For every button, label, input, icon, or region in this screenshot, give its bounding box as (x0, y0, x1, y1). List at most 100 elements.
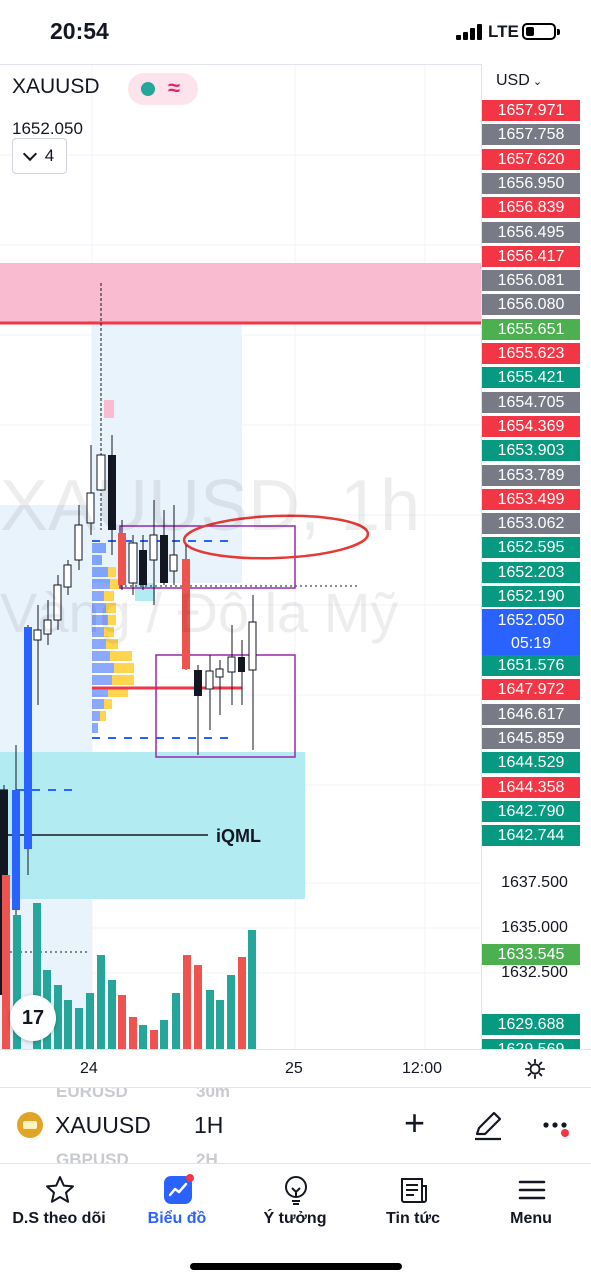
star-icon (46, 1176, 74, 1203)
price-label: 1656.839 (482, 197, 580, 219)
nav-ideas[interactable]: Ý tưởng (236, 1164, 354, 1244)
price-label: 1647.972 (482, 679, 580, 701)
price-label: 1652.595 (482, 537, 580, 559)
indicators-toggle-button[interactable]: 4 (12, 138, 67, 174)
indicator-count: 4 (44, 146, 55, 165)
symbol-name[interactable]: XAUUSD (12, 75, 100, 98)
price-label: 1656.080 (482, 294, 580, 316)
zone-bg-top (92, 283, 242, 583)
purple-box-lower (155, 654, 296, 758)
price-tick: 1637.500 (501, 874, 568, 891)
price-label: 1656.495 (482, 221, 580, 243)
nav-label: D.S theo dõi (12, 1210, 106, 1227)
news-icon (401, 1178, 427, 1203)
symbol-price: 1652.050 (12, 119, 83, 138)
price-label: 1655.421 (482, 367, 580, 389)
menu-icon (518, 1180, 546, 1200)
wave-icon: ≈ (168, 75, 181, 100)
symbol-header[interactable]: XAUUSD 1652.050 (12, 75, 100, 138)
price-label: 1653.903 (482, 440, 580, 462)
demand-zone (0, 752, 305, 899)
currency-selector[interactable]: USD ⌄ (496, 72, 542, 90)
bottom-nav: D.S theo dõi Biểu đồ Ý tưởng Tin tức (0, 1163, 591, 1280)
price-label: 1642.790 (482, 800, 580, 822)
symbol-toolbar: EURUSD 30m GBPUSD 2H XAUUSD 1H + (0, 1087, 591, 1163)
ghost-interval: 30m (196, 1087, 231, 1101)
chevron-down-icon (22, 146, 37, 161)
network-label: LTE (488, 22, 519, 41)
gear-icon[interactable] (524, 1058, 546, 1080)
chevron-down-icon: ⌄ (529, 76, 543, 88)
time-label: 24 (80, 1060, 98, 1077)
time-axis[interactable]: 24 25 12:00 (0, 1049, 591, 1087)
price-label: 1644.529 (482, 752, 580, 774)
price-label: 1652.203 (482, 561, 580, 583)
bar-countdown: 05:19 (510, 635, 552, 652)
toolbar-symbol-button[interactable]: XAUUSD (55, 1112, 151, 1138)
toolbar-interval-button[interactable]: 1H (194, 1112, 224, 1138)
chart-icon (164, 1174, 194, 1204)
time-label: 12:00 (402, 1060, 443, 1077)
price-label: 1629.688 (482, 1014, 580, 1035)
supply-zone (0, 263, 481, 323)
market-open-icon (141, 82, 155, 96)
price-label: 1653.062 (482, 513, 580, 535)
price-label: 1642.744 (482, 825, 580, 847)
price-label: 1654.369 (482, 415, 580, 437)
nav-label: Biểu đồ (147, 1210, 207, 1227)
current-price-label: 1652.050 05:19 (482, 609, 580, 655)
price-scale[interactable]: USD ⌄ 1657.971 1657.758 1657.620 1656.950 16… (481, 64, 591, 1049)
chart-canvas[interactable] (0, 65, 481, 1049)
ghost-interval: 2H (196, 1150, 218, 1163)
iqml-label: iQML (216, 826, 261, 846)
price-label: 1629.569 (482, 1039, 580, 1049)
nav-label: Menu (510, 1210, 552, 1227)
price-tick: 1635.000 (501, 919, 568, 936)
price-label: 1646.617 (482, 703, 580, 725)
nav-label: Ý tưởng (263, 1210, 327, 1227)
price-label: 1644.358 (482, 776, 580, 798)
status-bar: 20:54 LTE (0, 0, 591, 64)
ghost-symbol: EURUSD (56, 1087, 128, 1101)
nav-menu[interactable]: Menu (472, 1164, 590, 1244)
price-label: 1645.859 (482, 727, 580, 749)
price-label: 1655.623 (482, 343, 580, 364)
plus-icon[interactable]: + (404, 1102, 426, 1143)
gold-icon (17, 1112, 43, 1138)
price-label: 1657.620 (482, 148, 580, 170)
price-label: 1655.651 (482, 318, 580, 340)
ghost-symbol: GBPUSD (56, 1150, 129, 1163)
highlight-ellipse (182, 514, 370, 560)
price-label: 1657.758 (482, 124, 580, 146)
status-time: 20:54 (50, 18, 109, 44)
price-label: 1656.950 (482, 172, 580, 194)
more-icon[interactable] (540, 1108, 574, 1142)
nav-watchlist[interactable]: D.S theo dõi (0, 1164, 118, 1244)
price-label: 1657.971 (482, 100, 580, 121)
price-label: 1653.499 (482, 488, 580, 510)
volume-profile (92, 400, 155, 733)
price-label: 1654.705 (482, 391, 580, 413)
market-status-chip[interactable]: ≈ (128, 73, 198, 105)
battery-icon (522, 23, 560, 40)
price-label: 1652.190 (482, 586, 580, 607)
price-label: 1653.789 (482, 464, 580, 486)
volume-bars (2, 875, 256, 1049)
price-tick: 1632.500 (501, 964, 568, 981)
time-label: 25 (285, 1060, 303, 1077)
price-label: 1633.545 (482, 944, 580, 965)
lightbulb-icon (285, 1176, 307, 1205)
price-label: 1656.417 (482, 245, 580, 267)
currency-label: USD (496, 72, 530, 89)
pen-icon[interactable] (471, 1108, 505, 1142)
nav-news[interactable]: Tin tức (354, 1164, 472, 1244)
price-label: 1656.081 (482, 270, 580, 292)
current-price-value: 1652.050 (497, 612, 565, 629)
price-label: 1651.576 (482, 655, 580, 676)
home-indicator[interactable] (190, 1263, 402, 1270)
chart-area[interactable]: XAUUSD, 1h Vàng / Đô la Mỹ XAUUSD 1652.0… (0, 64, 481, 1049)
nav-chart[interactable]: Biểu đồ (118, 1164, 236, 1244)
tradingview-logo[interactable]: 17 (10, 995, 56, 1041)
nav-label: Tin tức (386, 1210, 440, 1227)
signal-icon (456, 24, 482, 40)
